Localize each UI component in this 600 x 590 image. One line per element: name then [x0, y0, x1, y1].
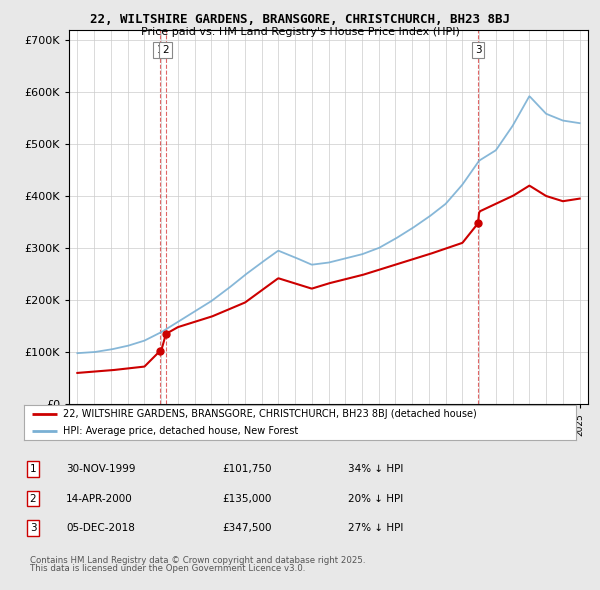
Text: 22, WILTSHIRE GARDENS, BRANSGORE, CHRISTCHURCH, BH23 8BJ: 22, WILTSHIRE GARDENS, BRANSGORE, CHRIST… [90, 13, 510, 26]
Text: £347,500: £347,500 [222, 523, 271, 533]
Text: 2: 2 [29, 494, 37, 503]
Text: 05-DEC-2018: 05-DEC-2018 [66, 523, 135, 533]
Text: 22, WILTSHIRE GARDENS, BRANSGORE, CHRISTCHURCH, BH23 8BJ (detached house): 22, WILTSHIRE GARDENS, BRANSGORE, CHRIST… [62, 409, 476, 419]
Text: £101,750: £101,750 [222, 464, 271, 474]
Text: 1: 1 [157, 45, 163, 55]
Text: Contains HM Land Registry data © Crown copyright and database right 2025.: Contains HM Land Registry data © Crown c… [30, 556, 365, 565]
Text: 3: 3 [29, 523, 37, 533]
Text: Price paid vs. HM Land Registry's House Price Index (HPI): Price paid vs. HM Land Registry's House … [140, 27, 460, 37]
Text: 34% ↓ HPI: 34% ↓ HPI [348, 464, 403, 474]
Text: HPI: Average price, detached house, New Forest: HPI: Average price, detached house, New … [62, 426, 298, 436]
Text: 20% ↓ HPI: 20% ↓ HPI [348, 494, 403, 503]
Text: 30-NOV-1999: 30-NOV-1999 [66, 464, 136, 474]
Text: This data is licensed under the Open Government Licence v3.0.: This data is licensed under the Open Gov… [30, 565, 305, 573]
Text: 1: 1 [29, 464, 37, 474]
Text: 14-APR-2000: 14-APR-2000 [66, 494, 133, 503]
Text: £135,000: £135,000 [222, 494, 271, 503]
Text: 3: 3 [475, 45, 481, 55]
Text: 2: 2 [163, 45, 169, 55]
Text: 27% ↓ HPI: 27% ↓ HPI [348, 523, 403, 533]
